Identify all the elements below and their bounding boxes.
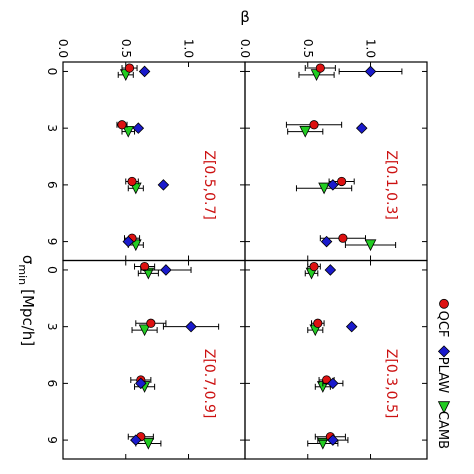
data-point-camb bbox=[316, 437, 329, 450]
data-point-qcf bbox=[309, 261, 319, 272]
data-point-camb bbox=[364, 239, 377, 252]
data-point-qcf bbox=[139, 261, 150, 272]
legend-marker-triangle bbox=[437, 401, 451, 414]
x-tick-label: 0 bbox=[45, 266, 59, 274]
data-point-qcf bbox=[124, 63, 135, 73]
panel-top-left: 0.0 0.5 1.0 Z[0.1,0.3] bbox=[238, 39, 428, 262]
x-tick-label: 3 bbox=[45, 124, 59, 132]
x-axis-title: σmin [Mpc/h] bbox=[16, 255, 37, 346]
y-tick-label: 0.5 bbox=[119, 39, 133, 58]
legend-entry-camb: CAMB bbox=[435, 401, 451, 449]
data-point-plaw bbox=[324, 264, 337, 276]
data-point-plaw bbox=[157, 179, 170, 191]
legend-label: QCF bbox=[435, 311, 450, 338]
x-axis-subscript: min bbox=[16, 264, 29, 285]
data-point-plaw bbox=[364, 65, 377, 78]
y-tick-label: 1.0 bbox=[182, 39, 196, 58]
legend-entry-qcf: QCF bbox=[435, 298, 450, 338]
y-tick-label: 0.5 bbox=[301, 39, 315, 58]
legend-marker-circle bbox=[439, 298, 449, 309]
series-camb bbox=[304, 267, 339, 450]
x-tick-label: 0 bbox=[45, 68, 59, 76]
x-tick-label: 9 bbox=[45, 238, 59, 246]
data-point-plaw bbox=[327, 434, 339, 446]
legend-entry-plaw: PLAW bbox=[435, 345, 451, 394]
panel-top-right: Z[0.3,0.5] bbox=[244, 259, 428, 460]
data-point-camb bbox=[142, 437, 155, 450]
series-plaw bbox=[317, 264, 358, 446]
data-point-plaw bbox=[122, 235, 135, 248]
x-tick-label: 3 bbox=[45, 323, 59, 331]
legend-marker-diamond bbox=[437, 345, 451, 358]
data-point-plaw bbox=[130, 434, 142, 446]
x-tick-label: 6 bbox=[45, 380, 59, 388]
data-point-plaw bbox=[185, 320, 197, 333]
data-point-qcf bbox=[146, 318, 156, 328]
data-point-plaw bbox=[327, 179, 339, 191]
x-axis-symbol: σ bbox=[19, 255, 37, 265]
data-point-plaw bbox=[345, 320, 358, 333]
panel-bottom-right: 0 3 6 9 Z[0.7,0.9] bbox=[45, 259, 246, 460]
data-point-plaw bbox=[132, 122, 145, 134]
data-point-camb bbox=[318, 182, 330, 195]
x-tick-label: 6 bbox=[45, 181, 59, 189]
data-point-qcf bbox=[338, 233, 348, 243]
legend-label: CAMB bbox=[435, 411, 450, 449]
y-axis-title: β bbox=[240, 8, 250, 26]
series-plaw bbox=[320, 65, 403, 248]
data-point-qcf bbox=[315, 63, 325, 73]
data-point-plaw bbox=[135, 377, 147, 390]
panels-group: 0.0 0.5 1.0 Z[0.1,0.3] Z[0.3,0.5] 0 3 6 9 0.0 0.5 1… bbox=[45, 39, 428, 460]
data-point-qcf bbox=[117, 120, 127, 130]
x-axis-unit: [Mpc/h] bbox=[19, 289, 37, 346]
data-point-plaw bbox=[138, 65, 151, 78]
axis-titles: β σmin [Mpc/h] bbox=[16, 8, 250, 346]
series-plaw bbox=[122, 65, 170, 248]
series-qcf bbox=[116, 63, 141, 243]
data-point-plaw bbox=[327, 377, 339, 390]
data-point-plaw bbox=[320, 235, 333, 248]
data-point-qcf bbox=[337, 176, 347, 187]
data-point-plaw bbox=[355, 122, 368, 134]
data-point-camb bbox=[122, 125, 135, 138]
x-tick-label: 9 bbox=[45, 436, 59, 444]
series-qcf bbox=[307, 261, 346, 442]
data-point-camb bbox=[299, 125, 312, 138]
legend-label: PLAW bbox=[435, 357, 450, 394]
panel-frame bbox=[62, 259, 246, 460]
y-tick-label: 0.0 bbox=[238, 39, 252, 58]
panel-label: Z[0.1,0.3] bbox=[383, 150, 399, 220]
data-point-qcf bbox=[313, 318, 323, 328]
series-qcf bbox=[285, 63, 366, 243]
rotated-plot-group: CAMB PLAW QCF 0.0 0.5 1.0 Z[0.1,0.3] Z[0.3,0.5… bbox=[16, 8, 451, 460]
series-camb bbox=[131, 267, 162, 450]
y-tick-label: 1.0 bbox=[364, 39, 378, 58]
panel-bottom-left: 0 3 6 9 0.0 0.5 1.0 Z[0.5,0.7] bbox=[45, 39, 246, 262]
y-tick-label: 0.0 bbox=[56, 39, 70, 58]
series-camb bbox=[117, 69, 144, 252]
panel-label: Z[0.7,0.9] bbox=[201, 349, 217, 419]
data-point-qcf bbox=[309, 120, 319, 130]
series-camb bbox=[287, 69, 397, 252]
data-point-camb bbox=[138, 324, 151, 337]
series-qcf bbox=[127, 261, 167, 442]
panel-label: Z[0.3,0.5] bbox=[383, 349, 399, 419]
series-plaw bbox=[130, 264, 220, 446]
panel-label: Z[0.5,0.7] bbox=[201, 150, 217, 220]
data-point-plaw bbox=[160, 264, 172, 276]
legend: CAMB PLAW QCF bbox=[435, 298, 451, 449]
data-point-qcf bbox=[127, 176, 137, 187]
